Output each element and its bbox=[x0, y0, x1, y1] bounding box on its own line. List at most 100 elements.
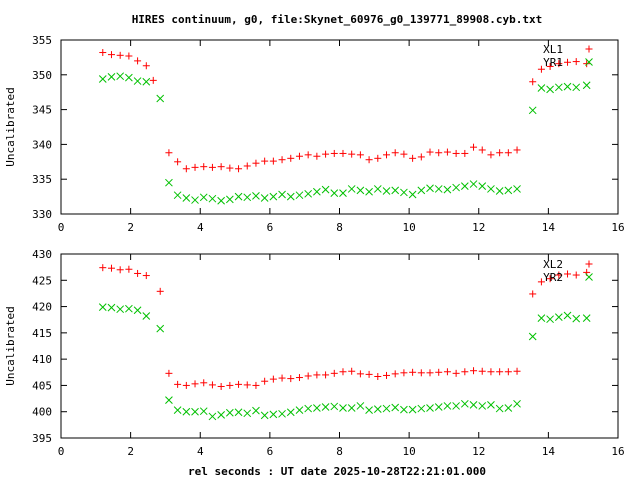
yr2-point bbox=[347, 404, 356, 412]
xl2-point bbox=[537, 278, 545, 286]
top-x-tick-label: 16 bbox=[611, 221, 624, 234]
xl2-point bbox=[200, 379, 208, 387]
yr2-point bbox=[208, 412, 217, 421]
yr1-point bbox=[125, 73, 133, 82]
xl2-point bbox=[165, 369, 173, 377]
yr1-point bbox=[469, 180, 478, 188]
xl1-point bbox=[426, 148, 434, 156]
yr2-point bbox=[452, 402, 460, 410]
bottom-y-tick-label: 395 bbox=[32, 432, 52, 445]
xl1-point bbox=[149, 76, 157, 84]
xl1-point bbox=[99, 49, 107, 57]
xl2-point bbox=[409, 368, 417, 376]
xl2-point bbox=[478, 367, 486, 375]
xl1-point bbox=[348, 150, 356, 158]
top-y-tick-label: 340 bbox=[32, 138, 52, 151]
xl1-point bbox=[165, 149, 173, 157]
yr1-point bbox=[434, 185, 443, 193]
xl2-point bbox=[235, 380, 243, 388]
xl1-point bbox=[116, 51, 124, 59]
yr2-point bbox=[443, 402, 452, 410]
yr2-point bbox=[537, 314, 546, 322]
yr1-point bbox=[330, 189, 339, 197]
xl2-point bbox=[261, 377, 269, 385]
yr2-point bbox=[269, 410, 278, 419]
yr1-point bbox=[478, 182, 487, 191]
xl2-point bbox=[304, 372, 312, 380]
top-y-tick-label: 330 bbox=[32, 208, 52, 221]
yr1-point bbox=[537, 84, 546, 92]
xl1-point bbox=[452, 149, 460, 157]
xl1-point bbox=[134, 57, 142, 65]
yr1-point bbox=[487, 185, 495, 193]
yr2-point bbox=[487, 401, 495, 409]
xl2-point bbox=[513, 367, 521, 375]
yr1-point bbox=[260, 194, 269, 202]
yr1-point bbox=[513, 185, 521, 193]
xl1-point bbox=[365, 156, 373, 164]
xl1-point bbox=[226, 164, 234, 172]
top-x-tick-label: 4 bbox=[197, 221, 204, 234]
xl2-point bbox=[99, 264, 107, 272]
yr1-point bbox=[199, 193, 208, 202]
yr2-point bbox=[98, 303, 107, 311]
yr2-point bbox=[107, 303, 116, 312]
xl1-point bbox=[478, 146, 486, 154]
bottom-x-tick-label: 0 bbox=[58, 445, 65, 458]
xl1-point bbox=[572, 58, 580, 66]
xl1-point bbox=[417, 153, 425, 161]
top-y-tick-label: 350 bbox=[32, 69, 52, 82]
chart-title: HIRES continuum, g0, file:Skynet_60976_g… bbox=[132, 13, 543, 26]
yr2-point bbox=[408, 405, 417, 414]
bottom-y-tick-label: 410 bbox=[32, 353, 52, 366]
xl1-point bbox=[304, 151, 312, 159]
yr2-point bbox=[434, 403, 443, 411]
yr2-point bbox=[116, 305, 125, 314]
yr2-point bbox=[391, 403, 400, 412]
xl1-point bbox=[208, 163, 216, 171]
yr1-legend-marker bbox=[585, 58, 593, 66]
yr1-point bbox=[443, 185, 452, 194]
xl1-point bbox=[107, 51, 115, 59]
yr2-point bbox=[546, 315, 554, 324]
yr1-point bbox=[191, 196, 199, 204]
xl2-point bbox=[529, 290, 537, 298]
xl1-point bbox=[461, 149, 469, 157]
xl2-point bbox=[313, 371, 321, 379]
yr1-point bbox=[347, 185, 356, 193]
xl2-point bbox=[374, 372, 382, 380]
xl1-point bbox=[470, 143, 478, 151]
yr1-point bbox=[339, 189, 347, 197]
xl2-point bbox=[339, 368, 347, 376]
top-y-tick-label: 335 bbox=[32, 173, 52, 186]
yr2-point bbox=[125, 304, 133, 313]
yr1-point bbox=[460, 182, 469, 191]
bottom-x-tick-label: 4 bbox=[197, 445, 204, 458]
top-y-tick-label: 345 bbox=[32, 104, 52, 117]
yr1-point bbox=[365, 187, 373, 196]
yr1-point bbox=[426, 184, 434, 193]
yr2-point bbox=[321, 403, 330, 411]
yr1-point bbox=[165, 178, 173, 187]
xl2-point bbox=[391, 370, 399, 378]
xl2-point bbox=[496, 368, 504, 376]
yr1-point bbox=[417, 186, 426, 195]
xl1-point bbox=[243, 162, 251, 170]
xl2-point bbox=[400, 369, 408, 377]
yr2-point bbox=[295, 406, 304, 414]
xl2-point bbox=[174, 380, 182, 388]
xl2-point bbox=[356, 370, 364, 378]
xl2-point bbox=[182, 381, 190, 389]
bottom-y-tick-label: 425 bbox=[32, 274, 52, 287]
xl2-point bbox=[125, 265, 133, 273]
yr2-point bbox=[260, 411, 269, 420]
xl1-point bbox=[295, 152, 303, 160]
yr2-point bbox=[513, 399, 521, 408]
yr1-point bbox=[252, 192, 260, 200]
xl2-point bbox=[243, 381, 251, 389]
bottom-x-tick-label: 2 bbox=[127, 445, 134, 458]
yr2-point bbox=[469, 401, 478, 409]
xl2-point bbox=[461, 368, 469, 376]
xl2-point bbox=[555, 271, 563, 279]
